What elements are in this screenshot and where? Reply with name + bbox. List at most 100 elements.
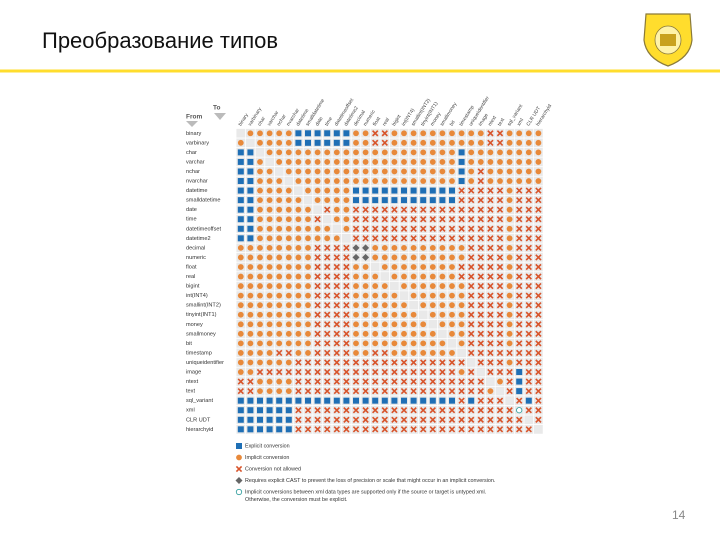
implicit-mark	[381, 168, 388, 175]
not-allowed-mark	[381, 139, 388, 146]
implicit-mark	[391, 311, 398, 318]
from-arrow	[186, 121, 198, 127]
not-allowed-mark	[458, 416, 465, 423]
implicit-mark	[477, 159, 484, 165]
not-allowed-mark	[391, 359, 398, 366]
implicit-mark	[266, 273, 273, 280]
explicit-mark	[439, 187, 446, 194]
implicit-mark	[497, 378, 503, 385]
not-allowed-mark	[333, 387, 340, 395]
not-allowed-mark	[477, 187, 484, 194]
not-allowed-mark	[304, 368, 312, 376]
not-allowed-mark	[343, 263, 350, 271]
not-allowed-mark	[535, 387, 542, 395]
implicit-mark	[266, 350, 273, 356]
implicit-mark	[276, 159, 283, 165]
not-allowed-mark	[496, 187, 504, 194]
implicit-mark	[285, 302, 292, 309]
implicit-mark	[276, 235, 283, 242]
explicit-mark	[420, 397, 427, 404]
not-allowed-mark	[468, 321, 475, 328]
implicit-mark	[305, 321, 311, 328]
not-allowed-mark	[343, 244, 350, 252]
explicit-mark	[381, 397, 388, 404]
not-allowed-mark	[324, 263, 331, 271]
not-allowed-mark	[525, 378, 532, 385]
implicit-mark	[285, 321, 292, 328]
not-allowed-mark	[439, 378, 446, 385]
implicit-mark	[285, 388, 292, 395]
explicit-mark	[247, 225, 254, 232]
not-allowed-mark	[535, 311, 542, 318]
not-allowed-mark	[468, 187, 475, 194]
xml-mark	[235, 488, 243, 496]
not-allowed-mark	[314, 282, 321, 290]
implicit-mark	[285, 264, 292, 270]
implicit-mark	[266, 149, 273, 156]
implicit-mark	[295, 168, 302, 175]
implicit-mark	[343, 187, 350, 194]
implicit-mark	[391, 264, 398, 270]
implicit-mark	[314, 149, 321, 156]
not-allowed-mark	[410, 235, 417, 242]
implicit-mark	[362, 330, 369, 337]
implicit-mark	[506, 235, 513, 242]
not-allowed-mark	[458, 273, 465, 280]
implicit-mark	[401, 311, 407, 318]
implicit-mark	[266, 178, 273, 184]
explicit-mark	[401, 187, 407, 194]
explicit-mark	[305, 130, 311, 137]
implicit-mark	[266, 244, 273, 251]
implicit-mark	[305, 264, 311, 270]
not-allowed-mark	[333, 292, 340, 299]
not-allowed-mark	[516, 302, 523, 309]
not-allowed-mark	[477, 254, 484, 261]
row-label: ntext	[186, 379, 199, 385]
not-allowed-mark	[304, 387, 312, 395]
explicit-mark	[372, 187, 379, 194]
not-allowed-mark	[496, 407, 504, 414]
not-allowed-mark	[391, 407, 398, 414]
row-label: xml	[186, 408, 195, 414]
implicit-mark	[285, 225, 292, 232]
row-label: nchar	[186, 169, 200, 175]
implicit-mark	[266, 330, 273, 337]
implicit-mark	[372, 254, 379, 261]
implicit-mark	[285, 359, 292, 366]
not-allowed-mark	[487, 196, 494, 204]
implicit-mark	[420, 264, 427, 270]
implicit-mark	[449, 149, 455, 156]
explicit-mark	[276, 416, 283, 423]
implicit-mark	[420, 350, 427, 356]
not-allowed-mark	[352, 235, 360, 242]
implicit-mark	[439, 149, 446, 156]
implicit-mark	[497, 178, 503, 184]
row-label: varchar	[186, 159, 205, 165]
explicit-mark	[237, 206, 244, 213]
implicit-mark	[525, 139, 532, 146]
implicit-mark	[391, 139, 398, 146]
not-allowed-mark	[333, 368, 340, 376]
implicit-mark	[236, 454, 242, 461]
implicit-mark	[257, 244, 263, 251]
not-allowed-mark	[506, 407, 513, 414]
explicit-mark	[257, 407, 263, 414]
row-label: timestamp	[186, 350, 212, 356]
not-allowed-mark	[400, 368, 408, 376]
not-allowed-mark	[496, 235, 504, 242]
not-allowed-mark	[468, 206, 475, 213]
explicit-mark	[237, 149, 244, 156]
not-allowed-mark	[439, 216, 446, 223]
implicit-mark	[439, 254, 446, 261]
not-allowed-mark	[381, 130, 388, 137]
implicit-mark	[266, 130, 273, 137]
not-allowed-mark	[487, 359, 494, 366]
implicit-mark	[333, 168, 340, 175]
not-allowed-mark	[314, 387, 321, 395]
not-allowed-mark	[285, 368, 292, 376]
implicit-mark	[362, 149, 369, 156]
explicit-mark	[237, 426, 244, 433]
not-allowed-mark	[400, 416, 408, 423]
not-allowed-mark	[496, 139, 504, 146]
not-allowed-mark	[304, 416, 312, 423]
